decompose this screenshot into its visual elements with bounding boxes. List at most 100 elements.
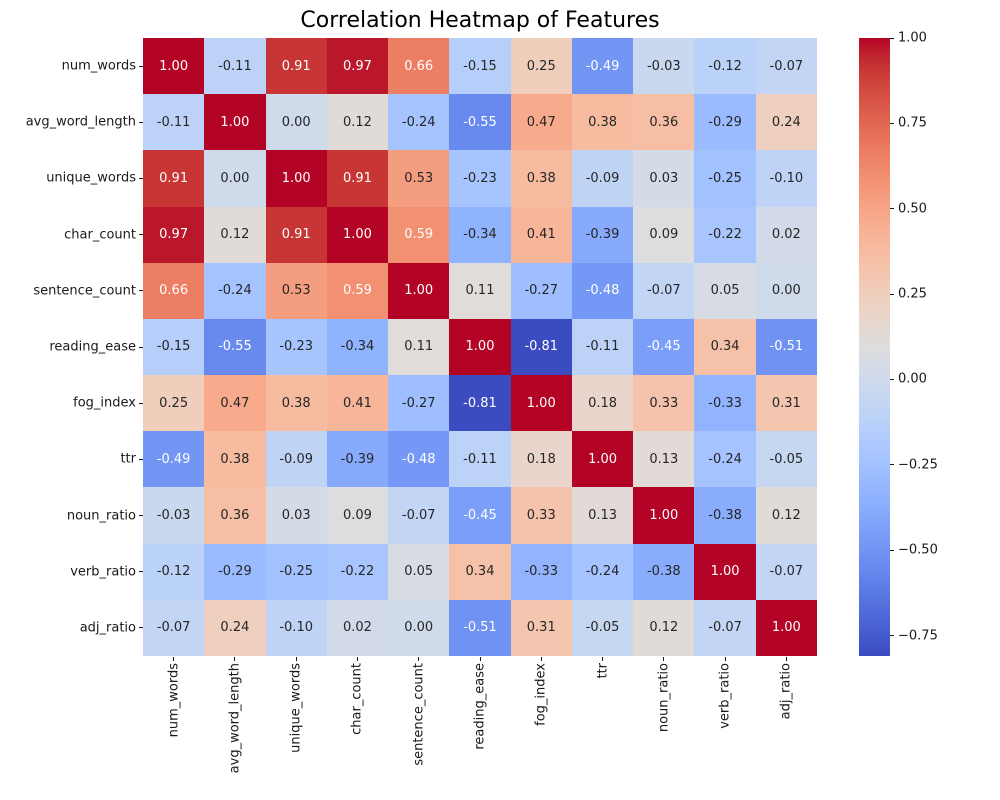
cell-value: 0.36	[649, 114, 679, 130]
cell-value: 1.00	[526, 395, 556, 411]
cell-value: 0.00	[404, 620, 434, 636]
heatmap-cell: -0.29	[204, 543, 266, 600]
heatmap-cell: 0.53	[388, 150, 450, 207]
y-tick-label: char_count	[64, 227, 136, 243]
heatmap-cell: -0.38	[633, 543, 695, 600]
x-tick-mark	[785, 657, 787, 661]
cell-value: -0.25	[279, 564, 313, 580]
cell-value: -0.45	[646, 339, 681, 355]
y-tick-label: fog_index	[73, 395, 136, 411]
y-tick-mark	[139, 346, 143, 348]
heatmap-cell: 0.97	[143, 206, 205, 263]
cell-value: 0.97	[159, 227, 189, 243]
heatmap-cell: -0.48	[571, 262, 634, 319]
heatmap-cell: 0.38	[571, 94, 634, 151]
cell-value: -0.25	[708, 170, 742, 186]
colorbar-tick-mark	[890, 208, 894, 210]
cell-value: 0.18	[526, 451, 556, 467]
heatmap-cell: -0.22	[694, 206, 756, 263]
heatmap-cell: -0.81	[510, 318, 572, 376]
heatmap-cell: 0.41	[326, 375, 389, 432]
heatmap-cell: -0.12	[694, 38, 756, 95]
heatmap-cell: -0.07	[388, 487, 450, 544]
x-tick-mark	[234, 657, 236, 661]
cell-value: 0.12	[771, 508, 801, 524]
y-tick-mark	[139, 177, 143, 179]
cell-value: -0.07	[156, 620, 191, 636]
cell-value: 1.00	[159, 58, 189, 74]
heatmap-cell: -0.24	[694, 431, 756, 488]
chart-title: Correlation Heatmap of Features	[300, 8, 660, 33]
heatmap-cell: -0.45	[449, 487, 511, 544]
x-tick-label-text: verb_ratio	[717, 663, 733, 729]
cell-value: -0.24	[708, 451, 742, 467]
heatmap-cell: -0.11	[143, 94, 205, 151]
heatmap-cell: -0.49	[143, 431, 205, 488]
heatmap-cell: 0.02	[755, 206, 817, 263]
cell-value: -0.12	[708, 58, 742, 74]
cell-value: 0.11	[465, 283, 495, 299]
cell-value: 0.02	[342, 620, 372, 636]
heatmap-cell: -0.48	[388, 431, 450, 488]
cell-value: 0.13	[649, 451, 679, 467]
heatmap-cell: -0.07	[694, 599, 756, 656]
y-tick-label: reading_ease	[49, 339, 136, 355]
heatmap-cell: -0.07	[755, 38, 817, 95]
cell-value: 0.13	[588, 508, 618, 524]
y-tick-label: adj_ratio	[79, 620, 136, 636]
cell-value: -0.51	[463, 620, 497, 636]
colorbar-tick-mark	[890, 635, 894, 636]
cell-value: 0.24	[220, 620, 250, 636]
cell-value: -0.27	[401, 395, 436, 411]
y-tick-label: num_words	[61, 58, 136, 74]
colorbar-tick-mark	[890, 378, 894, 380]
cell-value: -0.23	[279, 339, 313, 355]
cell-value: -0.29	[708, 114, 742, 130]
heatmap-cell: 0.38	[510, 150, 572, 207]
heatmap-cell: 0.91	[326, 150, 389, 207]
colorbar-gradient	[859, 38, 890, 656]
cell-value: 0.31	[526, 620, 556, 636]
x-tick-label: fog_index	[532, 663, 551, 726]
heatmap-cell: 1.00	[388, 262, 450, 319]
x-tick-label-text: ttr	[595, 663, 611, 679]
cell-value: 0.36	[220, 508, 250, 524]
cell-value: 0.47	[220, 395, 250, 411]
cell-value: 0.59	[342, 283, 372, 299]
y-tick-mark	[139, 234, 143, 236]
colorbar-tick-label: −0.25	[898, 457, 938, 473]
heatmap-cell: -0.45	[633, 318, 695, 376]
cell-value: 1.00	[771, 620, 801, 636]
heatmap-cell: 0.05	[694, 262, 756, 319]
heatmap-cell: -0.12	[143, 543, 205, 600]
heatmap-cell: 0.33	[510, 487, 572, 544]
colorbar-tick-label: 0.75	[898, 115, 927, 131]
heatmap-cell: 0.18	[510, 431, 572, 488]
cell-value: -0.15	[463, 58, 497, 74]
cell-value: 1.00	[649, 508, 679, 524]
cell-value: -0.81	[463, 395, 497, 411]
heatmap-cell: 0.91	[143, 150, 205, 207]
y-tick-label: avg_word_length	[25, 114, 136, 130]
heatmap-cell: -0.51	[449, 599, 511, 656]
heatmap-cell: -0.33	[510, 543, 572, 600]
heatmap-cell: -0.23	[449, 150, 511, 207]
heatmap-cell: 0.03	[633, 150, 695, 207]
heatmap-cell: 1.00	[204, 94, 266, 151]
cell-value: 1.00	[404, 283, 434, 299]
y-tick-mark	[139, 515, 143, 517]
y-tick-mark	[139, 627, 143, 629]
colorbar-tick-mark	[890, 549, 894, 551]
cell-value: -0.11	[585, 339, 620, 355]
y-tick-mark	[139, 402, 143, 404]
heatmap-cell: -0.23	[265, 318, 327, 376]
cell-value: 0.09	[649, 227, 679, 243]
cell-value: 0.09	[342, 508, 372, 524]
x-tick-label: unique_words	[287, 663, 306, 753]
cell-value: -0.27	[524, 283, 559, 299]
heatmap-cell: 0.97	[326, 38, 389, 95]
cell-value: 1.00	[342, 227, 372, 243]
heatmap-cell: -0.27	[510, 262, 572, 319]
cell-value: -0.38	[646, 564, 681, 580]
